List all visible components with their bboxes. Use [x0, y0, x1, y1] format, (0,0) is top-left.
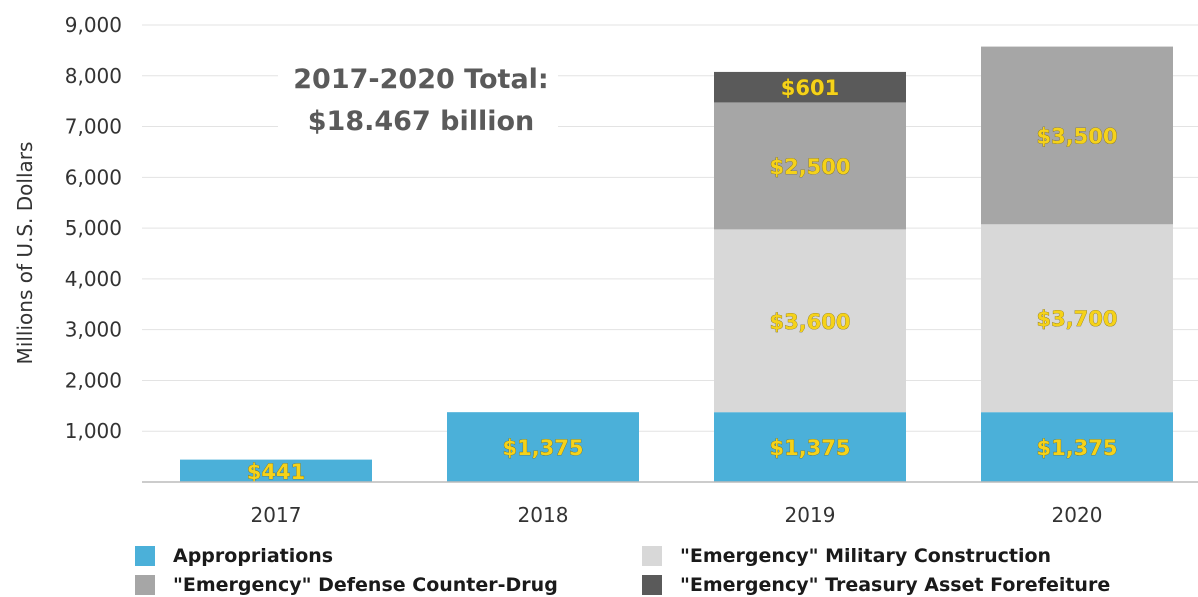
bar-value-label: $601: [781, 76, 839, 100]
bar-value-label: $1,375: [1036, 436, 1117, 460]
y-tick-label: 6,000: [65, 165, 122, 189]
bar-value-label: $1,375: [769, 436, 850, 460]
legend-item-appropriations: Appropriations: [135, 544, 333, 568]
x-tick-label: 2018: [518, 503, 569, 527]
bar-value-label: $3,700: [1036, 307, 1117, 331]
legend-swatch-defense-counter-drug: [135, 575, 155, 595]
y-tick-label: 4,000: [65, 267, 122, 291]
total-annotation-line2: $18.467 billion: [308, 106, 535, 137]
bar-segment: [981, 412, 1173, 482]
y-tick-label: 2,000: [65, 368, 122, 392]
bar-value-label: $3,500: [1036, 124, 1117, 148]
x-tick-label: 2020: [1052, 503, 1103, 527]
y-tick-label: 5,000: [65, 216, 122, 240]
y-tick-label: 3,000: [65, 318, 122, 342]
legend-label-military-construction: "Emergency" Military Construction: [680, 545, 1052, 567]
legend-item-defense-counter-drug: "Emergency" Defense Counter-Drug: [135, 573, 558, 597]
y-tick-label: 1,000: [65, 419, 122, 443]
y-tick-label: 9,000: [65, 13, 122, 37]
legend-label-treasury-asset-forfeiture: "Emergency" Treasury Asset Forefeiture: [680, 574, 1111, 596]
legend-label-appropriations: Appropriations: [173, 545, 334, 567]
bar-segment: [180, 459, 372, 482]
bar-segment: [714, 71, 906, 103]
stacked-bar-chart: 1,000 2,000 3,000 4,000 5,000 6,000 7,000 8,000…: [13, 13, 1198, 527]
bar-value-label: $2,500: [769, 155, 850, 179]
bar-value-label: $3,600: [769, 310, 850, 334]
y-tick-label: 8,000: [65, 64, 122, 88]
x-axis-ticks: 2017 2018 2019 2020: [251, 503, 1103, 527]
legend-item-military-construction: "Emergency" Military Construction: [642, 544, 1051, 568]
bar-segment: [981, 46, 1173, 225]
value-labels: $441 $1,375 $1,375 $3,600 $2,500 $601 $1,375 $3…: [246, 76, 1117, 484]
bar-value-label: $441: [247, 460, 305, 484]
bar-value-label: $1,375: [502, 436, 583, 460]
bar-segment: [447, 412, 639, 482]
y-tick-label: 7,000: [65, 115, 122, 139]
total-annotation: 2017-2020 Total: $18.467 billion: [278, 58, 558, 142]
bar-segment: [714, 102, 906, 230]
legend-swatch-military-construction: [642, 546, 662, 566]
legend-item-treasury-asset-forfeiture: "Emergency" Treasury Asset Forefeiture: [642, 573, 1110, 597]
x-tick-label: 2017: [251, 503, 302, 527]
bar-segment: [714, 412, 906, 482]
bar-segment: [981, 224, 1173, 413]
total-annotation-background: [278, 58, 558, 142]
legend-swatch-treasury-asset-forfeiture: [642, 575, 662, 595]
y-axis-label: Millions of U.S. Dollars: [13, 142, 37, 365]
x-tick-label: 2019: [785, 503, 836, 527]
bars: [180, 46, 1173, 482]
y-axis-ticks: 1,000 2,000 3,000 4,000 5,000 6,000 7,000 8,000…: [65, 13, 122, 443]
bar-segment: [714, 229, 906, 413]
legend-swatch-appropriations: [135, 546, 155, 566]
legend: Appropriations "Emergency" Military Cons…: [0, 540, 1198, 596]
legend-label-defense-counter-drug: "Emergency" Defense Counter-Drug: [173, 574, 558, 596]
total-annotation-line1: 2017-2020 Total:: [293, 64, 548, 95]
